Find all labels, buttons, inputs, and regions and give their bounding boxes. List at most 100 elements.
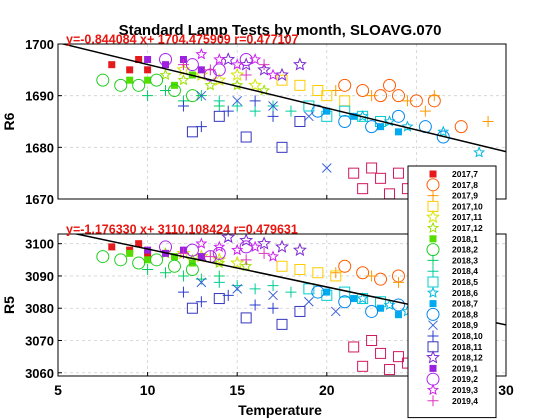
data-point	[213, 293, 225, 305]
data-point	[436, 130, 450, 144]
data-point	[323, 288, 331, 296]
legend-marker	[427, 330, 439, 342]
data-point	[230, 67, 245, 81]
data-point	[144, 256, 152, 264]
data-point	[374, 272, 388, 286]
legend-label: 2018,10	[452, 331, 483, 341]
legend-label: 2018,12	[452, 353, 483, 363]
data-point	[312, 267, 324, 279]
y-tick-label: 1680	[25, 140, 54, 155]
data-point	[348, 341, 360, 353]
data-point	[196, 277, 207, 288]
data-point	[268, 101, 278, 111]
data-point	[177, 286, 189, 298]
legend-marker	[427, 265, 439, 277]
legend-marker	[429, 235, 437, 243]
data-point	[177, 100, 189, 112]
fit-equation: y=-1.176330 x+ 3110.108424 r=0.479631	[66, 223, 298, 237]
legend-marker	[428, 320, 438, 331]
legend-label: 2018,5	[452, 277, 478, 287]
data-point	[159, 68, 172, 81]
data-point	[391, 89, 405, 103]
legend-label: 2018,4	[452, 266, 478, 276]
data-point	[204, 78, 217, 91]
data-point	[160, 267, 172, 279]
legend-marker	[426, 307, 440, 321]
x-tick-label: 5	[54, 382, 62, 398]
data-point	[159, 53, 173, 66]
data-point	[348, 167, 360, 179]
data-point	[126, 249, 134, 257]
x-tick-label: 20	[319, 382, 335, 398]
legend-label: 2017,8	[452, 180, 478, 190]
y-tick-label: 3070	[25, 334, 54, 349]
data-point	[394, 311, 402, 319]
legend-marker	[427, 190, 439, 202]
data-point	[240, 254, 252, 266]
legend-label: 2017,11	[452, 212, 483, 222]
data-point	[150, 73, 164, 87]
data-point	[356, 292, 369, 304]
data-point	[96, 73, 110, 87]
data-point	[473, 146, 486, 158]
data-point	[204, 64, 216, 76]
data-point	[186, 302, 198, 314]
data-point	[267, 302, 279, 314]
data-point	[249, 240, 262, 253]
data-point	[292, 242, 307, 257]
legend-label: 2017,9	[452, 191, 478, 201]
legend-label: 2017,10	[452, 201, 483, 211]
axes-frame	[57, 43, 507, 200]
x-tick-label: 10	[140, 382, 156, 398]
data-point	[177, 270, 189, 282]
data-point	[321, 90, 333, 102]
legend-label: 2018,6	[452, 288, 478, 298]
data-point	[294, 116, 306, 127]
data-point	[258, 247, 270, 259]
data-point	[230, 255, 245, 269]
data-point	[394, 128, 402, 136]
legend: 2017,72017,82017,92017,102017,112017,122…	[407, 165, 497, 419]
y-axis-label: R6	[1, 112, 17, 130]
data-point	[276, 141, 288, 153]
data-point	[170, 253, 178, 261]
data-point	[126, 66, 134, 74]
data-point	[196, 90, 207, 101]
data-point	[114, 253, 128, 267]
data-point	[204, 251, 216, 263]
scatter-points	[96, 48, 494, 199]
data-point	[377, 304, 385, 312]
data-point	[213, 240, 226, 253]
data-point	[231, 243, 244, 256]
data-point	[294, 79, 306, 91]
data-point	[365, 120, 379, 134]
data-point	[132, 256, 146, 270]
legend-label: 2019,1	[452, 363, 478, 373]
legend-marker	[426, 350, 440, 364]
data-point	[365, 304, 379, 318]
legend-marker	[426, 221, 440, 234]
data-point	[267, 250, 280, 262]
data-point	[144, 76, 152, 84]
data-point	[231, 78, 244, 91]
data-point	[96, 250, 110, 264]
data-point	[321, 163, 332, 173]
x-tick-label: 15	[229, 382, 245, 398]
data-point	[285, 286, 297, 298]
data-point	[350, 112, 358, 120]
data-point	[142, 90, 154, 102]
data-point	[144, 56, 152, 63]
legend-label: 2018,2	[452, 245, 478, 255]
data-point	[392, 276, 404, 288]
data-point	[267, 68, 280, 81]
data-point	[249, 299, 261, 311]
data-point	[195, 237, 208, 249]
data-point	[231, 58, 244, 70]
data-point	[108, 243, 116, 251]
data-point	[377, 123, 385, 131]
data-point	[357, 183, 369, 195]
data-point	[330, 270, 342, 282]
data-point	[221, 234, 236, 244]
legend-label: 2018,1	[452, 234, 478, 244]
